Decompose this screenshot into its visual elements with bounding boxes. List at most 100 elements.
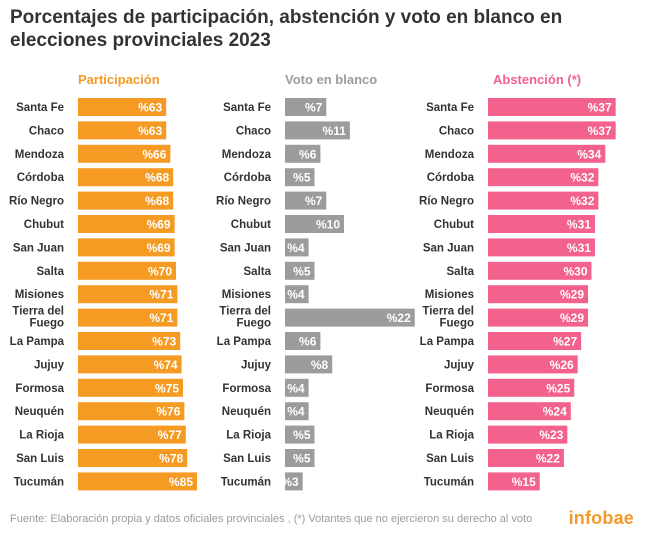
value-label: %3 [281, 475, 299, 489]
bar [285, 215, 344, 233]
chart-title: Porcentajes de participación, abstención… [10, 7, 563, 51]
category-label: Chubut [24, 219, 64, 231]
bar [488, 355, 578, 374]
category-label: Tucumán [424, 476, 474, 488]
value-label: %5 [293, 264, 311, 278]
value-label: %85 [169, 475, 193, 489]
bar [488, 308, 589, 327]
bar [488, 191, 599, 210]
category-label: Formosa [425, 383, 474, 395]
panel-header-1: Voto en blanco [285, 72, 377, 87]
category-label: Chubut [434, 219, 474, 231]
bar [285, 472, 303, 491]
bar [285, 449, 315, 467]
bar [285, 378, 309, 397]
category-label: Formosa [15, 383, 64, 395]
value-label: %11 [323, 124, 347, 138]
value-label: %69 [147, 218, 171, 232]
bar [78, 449, 188, 467]
source-footnote: Fuente: Elaboración propia y datos ofici… [10, 513, 533, 525]
bar [285, 308, 415, 327]
bar [285, 121, 350, 140]
bar [285, 402, 309, 421]
value-label: %70 [148, 264, 172, 278]
value-label: %6 [299, 335, 317, 349]
bar [78, 261, 176, 280]
value-label: %29 [560, 288, 584, 302]
category-label: San Juan [220, 242, 271, 254]
category-label: Chubut [231, 219, 271, 231]
category-label: Mendoza [425, 149, 475, 161]
category-label: Santa Fe [426, 102, 474, 114]
value-label: %34 [577, 147, 601, 161]
value-label: %73 [152, 335, 176, 349]
value-label: %71 [149, 311, 173, 325]
category-label: Río Negro [419, 196, 474, 208]
category-label: Misiones [425, 289, 474, 301]
category-label: Formosa [222, 383, 271, 395]
value-label: %37 [588, 101, 612, 115]
category-label: La Rioja [429, 430, 474, 442]
bar [285, 332, 321, 350]
bar [488, 144, 606, 163]
category-label: Mendoza [222, 149, 272, 161]
bar [488, 402, 571, 421]
bar [78, 285, 178, 304]
category-label: Jujuy [34, 359, 65, 371]
bar [78, 402, 185, 421]
value-label: %68 [145, 171, 169, 185]
bar [488, 98, 616, 116]
bar [488, 121, 616, 140]
category-label: Córdoba [17, 172, 65, 184]
value-label: %10 [316, 218, 340, 232]
category-label: Chaco [439, 125, 474, 137]
bar [488, 168, 599, 187]
category-label: Chaco [29, 125, 64, 137]
bar [488, 238, 595, 257]
bar [78, 168, 174, 187]
value-label: %5 [293, 452, 311, 466]
bar [78, 144, 171, 163]
value-label: %4 [287, 381, 305, 395]
value-label: %32 [570, 194, 594, 208]
category-label: Misiones [15, 289, 64, 301]
bar [285, 238, 309, 257]
bar [488, 332, 582, 350]
category-label: Chaco [236, 125, 271, 137]
bar [78, 308, 178, 327]
value-label: %77 [158, 428, 182, 442]
category-label: La Pampa [10, 336, 65, 348]
category-label: Tierra del [422, 306, 474, 318]
category-label: Mendoza [15, 149, 65, 161]
bar [488, 215, 595, 233]
category-label: Neuquén [425, 406, 474, 418]
bar [488, 425, 568, 444]
value-label: %7 [305, 194, 323, 208]
value-label: %31 [567, 218, 591, 232]
bar [78, 378, 183, 397]
category-label: Santa Fe [223, 102, 271, 114]
bar [78, 98, 167, 116]
category-label: Fuego [30, 318, 65, 330]
bar [78, 215, 175, 233]
panel-header-0: Participación [78, 72, 160, 87]
bar [285, 355, 333, 374]
value-label: %76 [156, 405, 180, 419]
bar [78, 238, 175, 257]
bar [78, 425, 186, 444]
value-label: %22 [387, 311, 411, 325]
category-label: Córdoba [427, 172, 475, 184]
value-label: %63 [138, 101, 162, 115]
value-label: %5 [293, 171, 311, 185]
category-label: La Pampa [217, 336, 272, 348]
bar [285, 425, 315, 444]
value-label: %4 [287, 288, 305, 302]
value-label: %4 [287, 241, 305, 255]
value-label: %32 [570, 171, 594, 185]
category-label: Neuquén [15, 406, 64, 418]
bar [78, 332, 181, 350]
bar [488, 261, 592, 280]
bar [285, 261, 315, 280]
bar [78, 121, 167, 140]
